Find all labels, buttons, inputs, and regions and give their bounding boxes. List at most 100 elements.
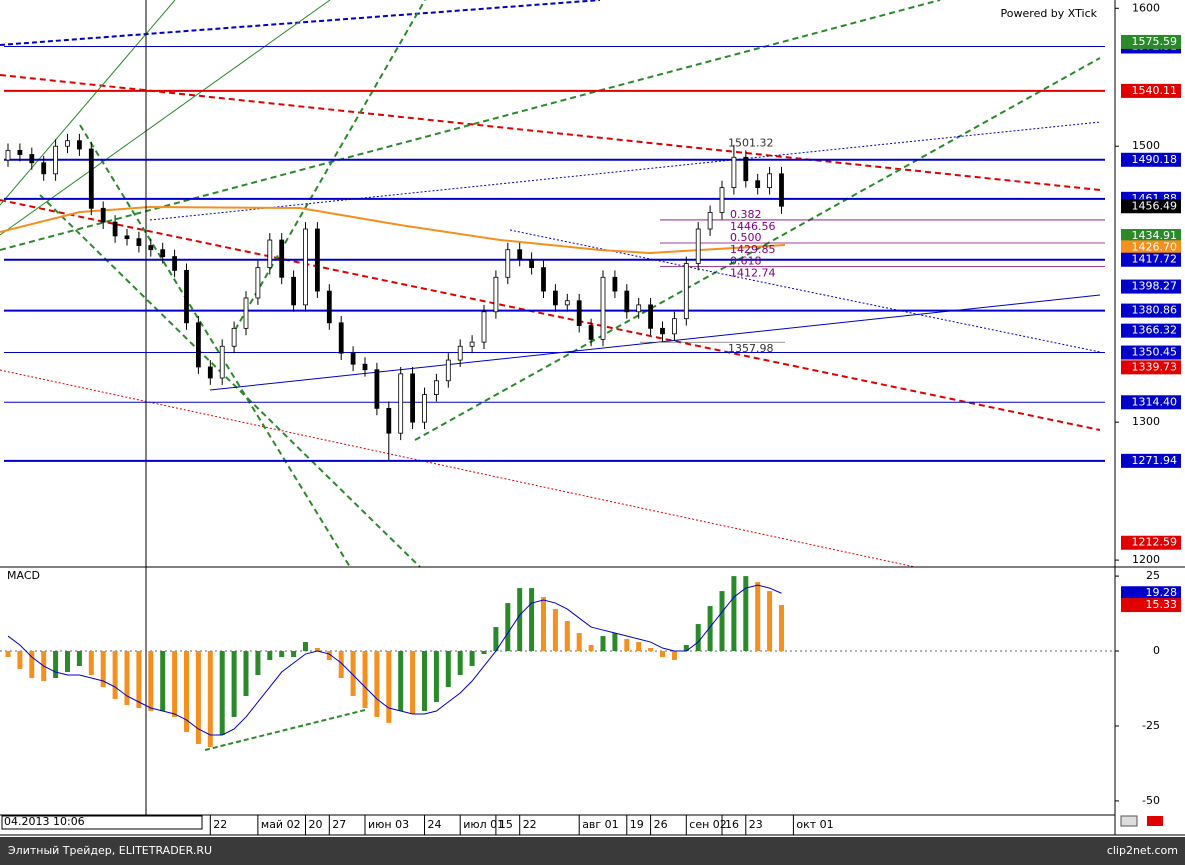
candle-body <box>588 325 594 340</box>
level-box <box>1121 323 1181 338</box>
candle-body <box>207 366 213 379</box>
level-label: 19.28 <box>1146 586 1178 599</box>
candle-body <box>553 290 558 306</box>
x-tick-label: 16 <box>725 818 739 831</box>
y-tick-label: -50 <box>1142 794 1160 807</box>
level-label: 1314.40 <box>1132 395 1178 408</box>
trendline <box>414 57 1101 441</box>
candle-body <box>743 156 749 182</box>
macd-bar <box>624 639 630 652</box>
candle-body <box>695 228 701 264</box>
x-tick-label: окт 01 <box>796 818 833 831</box>
macd-bar <box>374 651 380 717</box>
trendline <box>79 124 351 568</box>
toolbar-button[interactable] <box>1120 815 1138 827</box>
macd-bar <box>683 645 689 652</box>
level-box <box>1121 83 1181 98</box>
macd-bar <box>29 651 35 679</box>
macd-bar <box>148 651 154 711</box>
macd-bar <box>255 651 261 676</box>
level-label: 1366.32 <box>1132 324 1178 337</box>
candle-body <box>53 145 58 175</box>
level-label: 1575.59 <box>1132 35 1178 48</box>
candle-body <box>481 311 487 343</box>
macd-bar <box>743 576 749 652</box>
fib-label: 1357.98 <box>728 342 774 355</box>
level-label: 1398.27 <box>1132 280 1178 293</box>
macd-bar <box>481 651 487 655</box>
x-tick-label: май 02 <box>261 818 301 831</box>
macd-bar <box>767 591 773 652</box>
y-tick-label: 1200 <box>1132 553 1160 566</box>
macd-bar <box>136 651 142 708</box>
candle-body <box>195 322 201 368</box>
macd-bar <box>65 651 70 673</box>
level-box <box>1121 453 1181 468</box>
level-label: 1456.49 <box>1132 199 1178 212</box>
candle-body <box>517 249 523 260</box>
candle-body <box>231 327 237 347</box>
level-box <box>1121 360 1181 375</box>
macd-bar <box>303 642 308 652</box>
fib-ratio: 0.618 <box>730 255 762 268</box>
level-box <box>1121 252 1181 267</box>
level-label: 1350.45 <box>1132 346 1178 359</box>
candle-body <box>529 258 534 269</box>
macd-bar <box>648 648 654 652</box>
macd-bar <box>671 651 677 661</box>
level-box <box>1121 303 1181 318</box>
fib-label: 1501.32 <box>728 136 774 149</box>
candle-body <box>779 173 784 207</box>
macd-bar <box>636 642 642 652</box>
trendline <box>0 0 331 236</box>
macd-bar <box>326 651 332 661</box>
level-label: 1417.72 <box>1132 253 1178 266</box>
trendline <box>149 121 1101 221</box>
macd-bar <box>219 651 225 735</box>
macd-bar <box>172 651 178 717</box>
macd-bar <box>100 651 106 688</box>
candle-body <box>457 345 463 361</box>
candle-body <box>493 276 499 313</box>
macd-bar <box>17 651 23 670</box>
level-box <box>1121 152 1181 167</box>
candle-body <box>88 148 94 209</box>
toolbar-button[interactable] <box>1147 816 1163 826</box>
macd-bar <box>719 591 725 652</box>
macd-bar <box>160 651 166 711</box>
x-tick-label: 20 <box>309 818 323 831</box>
macd-bar <box>433 651 439 702</box>
level-label: 1380.86 <box>1132 304 1178 317</box>
level-box <box>1121 279 1181 294</box>
y-tick-label: -25 <box>1142 719 1160 732</box>
candle-body <box>112 221 118 237</box>
x-tick-label: 22 <box>213 818 227 831</box>
macd-bar <box>88 651 94 676</box>
candle-body <box>469 341 475 347</box>
level-label: 1434.91 <box>1132 229 1178 242</box>
level-label: 1212.59 <box>1132 536 1178 549</box>
macd-bar <box>422 651 427 711</box>
level-label: 15.33 <box>1146 598 1178 611</box>
candle-body <box>564 300 570 306</box>
cursor-label: 04.2013 10:06 <box>4 815 85 828</box>
candle-body <box>410 373 416 423</box>
macd-bar <box>660 651 665 658</box>
moving-average <box>0 205 786 255</box>
macd-bar <box>267 651 273 661</box>
x-tick-label: сен 02 <box>689 818 727 831</box>
fib-ratio: 0.382 <box>730 208 762 221</box>
candle-body <box>398 373 404 434</box>
macd-bar <box>552 609 558 652</box>
candle-body <box>267 239 273 269</box>
macd-bar <box>731 576 737 652</box>
macd-bar <box>469 651 475 667</box>
candle-body <box>505 249 511 278</box>
level-label: 1490.18 <box>1132 153 1178 166</box>
macd-bar <box>410 651 416 714</box>
y-tick-label: 1500 <box>1132 139 1160 152</box>
panel-title: MACD <box>7 569 40 582</box>
macd-bar <box>124 651 130 705</box>
candle-body <box>636 304 642 313</box>
